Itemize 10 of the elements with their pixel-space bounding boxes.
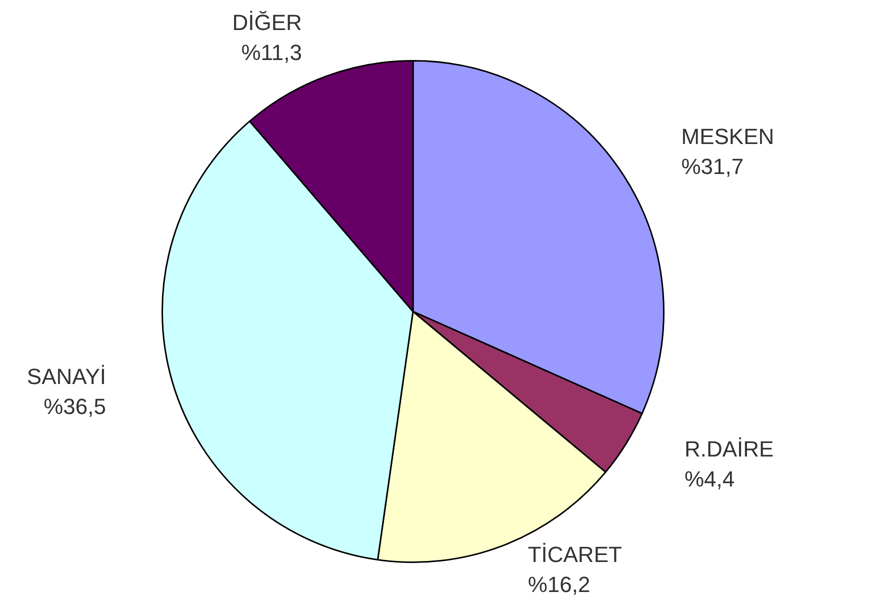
slice-label: TİCARET xyxy=(528,542,622,568)
slice-label: SANAYİ xyxy=(26,364,106,390)
slice-label: R.DAİRE xyxy=(684,436,774,462)
slice-label: DİĞER xyxy=(232,10,302,35)
data-label: %16,2 xyxy=(528,572,590,598)
data-label: %4,4 xyxy=(684,466,735,492)
data-label: %11,3 xyxy=(241,40,302,65)
data-label: %31,7 xyxy=(681,154,744,180)
slice-label: MESKEN xyxy=(681,124,774,150)
data-label: %36,5 xyxy=(44,394,106,420)
